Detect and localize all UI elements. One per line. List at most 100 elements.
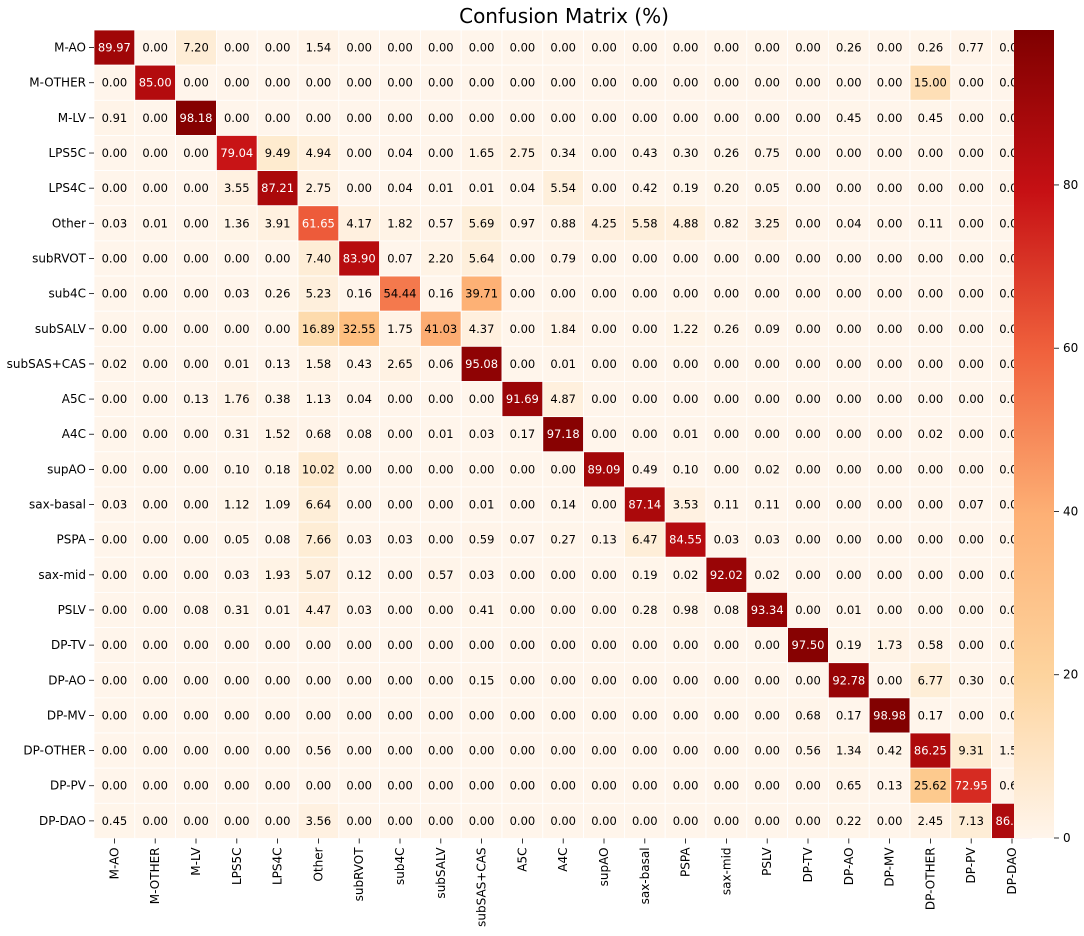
column-label-m-lv: M-LV	[189, 847, 203, 876]
cell-value-label: 0.00	[918, 392, 944, 406]
cell-m-lv-lps5c	[215, 99, 258, 136]
cell-dp-pv-lps4c	[256, 767, 299, 804]
cell-value-label: 0.00	[346, 76, 372, 90]
cell-value-label: 0.00	[387, 638, 413, 652]
cell-sub4c-dp-mv	[868, 275, 911, 312]
cell-value-label: 92.02	[710, 568, 743, 582]
cell-value-label: 0.00	[510, 41, 536, 55]
cell-value-label: 5.23	[306, 287, 332, 301]
cell-value-label: 0.00	[877, 111, 903, 125]
cell-lps4c-dp-tv	[787, 170, 829, 207]
cell-sub4c-lps5c	[215, 275, 258, 312]
cell-value-label: 0.00	[510, 708, 536, 722]
cell-value-label: 0.00	[265, 744, 291, 758]
cell-value-label: 93.34	[751, 603, 784, 617]
cell-pspa-subsalv	[419, 521, 462, 558]
cell-value-label: 0.05	[754, 181, 780, 195]
cell-value-label: 0.00	[346, 41, 372, 55]
cell-value-label: 0.00	[591, 251, 617, 265]
cell-value-label: 0.00	[346, 638, 372, 652]
cell-a5c-sax-basal	[624, 381, 666, 418]
cell-value-label: 0.00	[550, 673, 576, 687]
cell-m-lv-sax-mid	[705, 99, 748, 136]
cell-other-pspa	[664, 205, 707, 242]
cell-value-label: 0.00	[673, 251, 699, 265]
cell-supao-subrvot	[338, 451, 380, 488]
cell-value-label: 0.01	[673, 427, 699, 441]
cell-value-label: 0.26	[918, 41, 944, 55]
cell-value-label: 9.31	[958, 744, 984, 758]
cell-a4c-subsas-cas	[460, 416, 503, 453]
colorbar-tick-label: 80	[1063, 178, 1078, 192]
cell-supao-pslv	[746, 451, 788, 488]
cell-value-label: 0.00	[142, 357, 168, 371]
cell-value-label: 0.00	[142, 533, 168, 547]
cell-value-label: 0.79	[550, 251, 576, 265]
cell-value-label: 0.00	[224, 708, 250, 722]
cell-m-lv-a5c	[501, 99, 544, 136]
cell-lps5c-a5c	[501, 135, 544, 171]
cell-value-label: 0.00	[877, 76, 903, 90]
cell-value-label: 0.00	[102, 146, 128, 160]
cell-m-ao-dp-pv	[950, 29, 992, 66]
row-label-subsalv: subSALV	[35, 322, 87, 336]
cell-value-label: 0.00	[918, 533, 944, 547]
cell-value-label: 0.00	[428, 111, 454, 125]
cell-value-label: 0.00	[469, 708, 495, 722]
cell-other-dp-pv	[950, 205, 992, 242]
cell-value-label: 0.00	[550, 111, 576, 125]
cell-sax-basal-a5c	[501, 486, 544, 523]
cell-value-label: 0.00	[754, 427, 780, 441]
cell-pspa-lps5c	[215, 521, 258, 558]
cell-value-label: 97.50	[792, 638, 825, 652]
cell-value-label: 0.00	[428, 638, 454, 652]
cell-value-label: 97.18	[547, 427, 580, 441]
cell-value-label: 0.00	[958, 568, 984, 582]
cell-value-label: 0.00	[346, 498, 372, 512]
cell-dp-pv-dp-mv	[868, 767, 911, 804]
cell-subrvot-pspa	[664, 240, 707, 277]
cell-value-label: 0.00	[224, 638, 250, 652]
cell-value-label: 0.45	[102, 814, 128, 828]
cell-value-label: 0.00	[102, 322, 128, 336]
cell-value-label: 0.00	[387, 462, 413, 476]
cell-value-label: 0.26	[265, 287, 291, 301]
cell-value-label: 0.00	[714, 392, 740, 406]
cell-value-label: 0.00	[591, 392, 617, 406]
cell-value-label: 2.75	[306, 181, 332, 195]
cell-value-label: 0.01	[224, 357, 250, 371]
row-label-m-other: M-OTHER	[29, 76, 86, 90]
colorbar-tick-label: 20	[1063, 668, 1078, 682]
cell-m-lv-pspa	[664, 99, 707, 136]
cell-value-label: 0.04	[387, 146, 413, 160]
cell-subsalv-dp-other	[909, 310, 952, 347]
cell-subsalv-lps5c	[215, 310, 258, 347]
cell-value-label: 0.00	[550, 287, 576, 301]
row-label-sax-mid: sax-mid	[38, 568, 86, 582]
cell-value-label: 0.00	[836, 181, 862, 195]
column-label-m-other: M-OTHER	[148, 847, 162, 904]
cell-a5c-m-other	[134, 381, 177, 418]
cell-lps4c-dp-mv	[868, 170, 911, 207]
cell-value-label: 2.45	[918, 814, 944, 828]
cell-value-label: 0.03	[714, 533, 740, 547]
cell-value-label: 0.02	[918, 427, 944, 441]
cell-m-other-dp-ao	[828, 64, 870, 101]
cell-value-label: 0.91	[102, 111, 128, 125]
cell-value-label: 0.00	[714, 111, 740, 125]
cell-sub4c-a4c	[542, 275, 584, 312]
cell-value-label: 0.00	[795, 287, 821, 301]
cell-value-label: 0.00	[958, 533, 984, 547]
cell-lps5c-lps5c	[215, 135, 258, 171]
cell-dp-ao-dp-other	[909, 662, 952, 699]
cell-value-label: 0.04	[346, 392, 372, 406]
cell-value-label: 1.34	[836, 744, 862, 758]
cell-value-label: 4.25	[591, 216, 617, 230]
cell-value-label: 0.00	[142, 427, 168, 441]
cell-value-label: 0.00	[224, 744, 250, 758]
cell-value-label: 1.22	[673, 322, 699, 336]
cell-value-label: 0.00	[918, 146, 944, 160]
cell-sax-mid-sax-mid	[705, 556, 748, 593]
cell-dp-dao-pspa	[664, 802, 707, 839]
cell-value-label: 0.03	[754, 533, 780, 547]
